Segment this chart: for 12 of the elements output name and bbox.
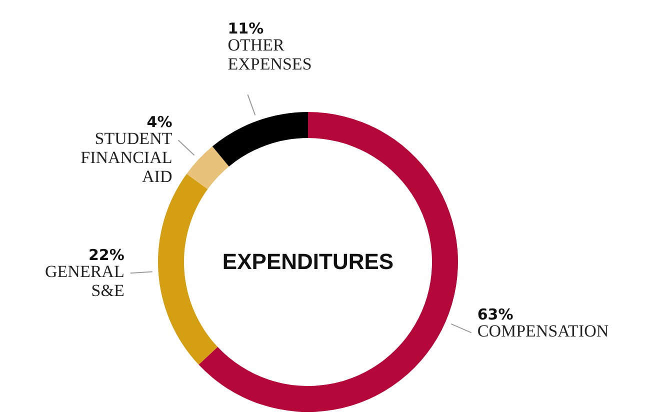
slice-label: STUDENT FINANCIAL AID [80, 129, 173, 186]
data-label: 11% [228, 20, 264, 38]
donut-slice [212, 112, 308, 166]
data-label: 63% [477, 306, 514, 324]
donut-slice [186, 146, 229, 190]
slice-label: OTHER EXPENSES [228, 36, 312, 74]
text: EXPENDITURES [222, 249, 394, 274]
data-label: 4% [146, 113, 172, 132]
data-label: 22% [88, 246, 124, 264]
donut-slice [198, 112, 458, 412]
slice-label: COMPENSATION [477, 322, 609, 341]
slice-label: GENERAL S&E [45, 262, 124, 300]
